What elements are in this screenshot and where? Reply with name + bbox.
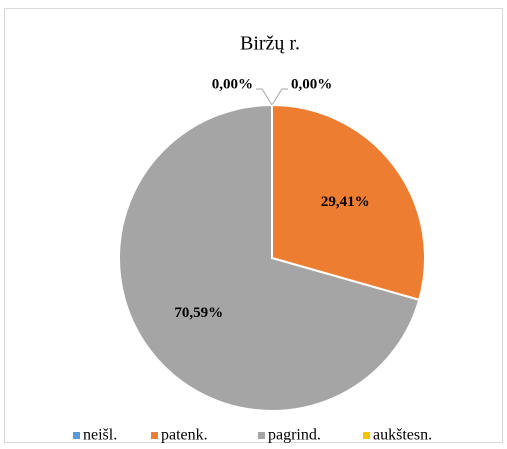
legend-swatch (363, 432, 370, 439)
data-label: 0,00% (291, 76, 332, 92)
legend-swatch (151, 432, 158, 439)
legend-label: neišl. (83, 427, 117, 444)
legend-label: pagrind. (268, 427, 321, 444)
chart-title: Biržų r. (240, 33, 300, 55)
legend-label: aukštesn. (373, 427, 432, 444)
leader-line (256, 88, 273, 106)
pie-slice (118, 103, 421, 412)
pie-slice (271, 103, 426, 302)
data-label: 0,00% (212, 76, 253, 92)
leader-line (271, 88, 288, 106)
legend-swatch (258, 432, 265, 439)
data-label: 70,59% (174, 305, 223, 321)
legend-swatch (73, 432, 80, 439)
legend-label: patenk. (161, 427, 208, 444)
data-label: 29,41% (321, 194, 370, 210)
